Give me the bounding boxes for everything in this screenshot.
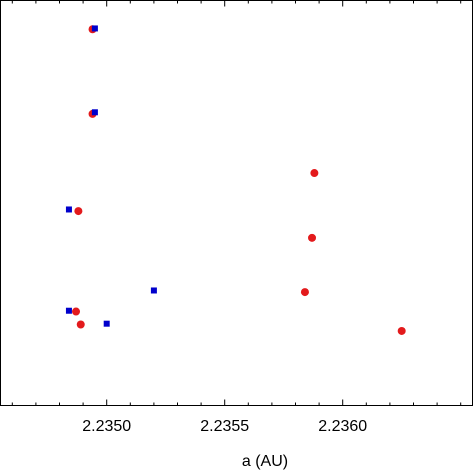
- blue-square-point: [91, 25, 98, 32]
- plot-frame: [0, 0, 473, 406]
- blue-square-point: [65, 307, 72, 314]
- red-circle-point: [300, 288, 309, 297]
- x-tick-label: 2.2350: [82, 418, 131, 435]
- x-tick-label: 2.2360: [318, 418, 367, 435]
- x-axis-ticks: 2.2350 2.2355 2.2360: [11, 0, 462, 435]
- red-circle-point: [74, 207, 83, 216]
- x-axis-title: a (AU): [242, 453, 288, 470]
- red-circle-point: [76, 320, 85, 329]
- blue-square-point: [91, 109, 98, 116]
- red-circle-point: [72, 307, 81, 316]
- x-tick-label: 2.2355: [200, 418, 249, 435]
- red-circle-point: [308, 233, 317, 242]
- data-points: [65, 25, 406, 335]
- red-circle-point: [397, 326, 406, 335]
- blue-square-point: [65, 206, 72, 213]
- blue-square-point: [103, 320, 110, 327]
- blue-square-point: [150, 287, 157, 294]
- red-circle-point: [310, 169, 319, 178]
